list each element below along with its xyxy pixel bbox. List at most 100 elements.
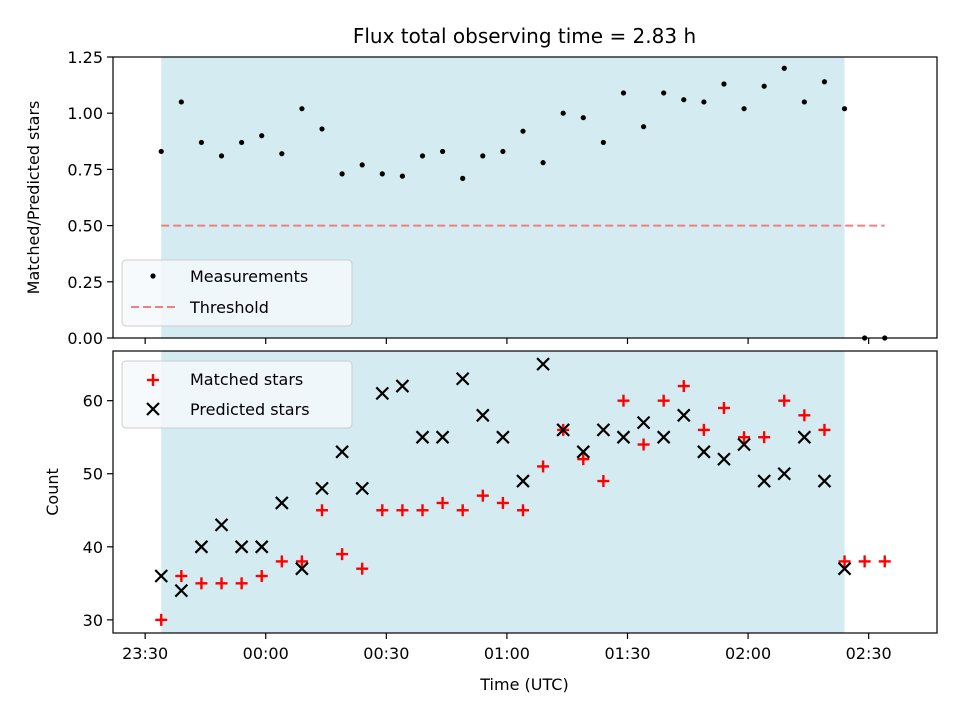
- predicted-star-point: [737, 437, 751, 452]
- predicted-star-point: [395, 379, 410, 393]
- x-tick-label: 01:00: [484, 644, 530, 663]
- predicted-star-point: [757, 474, 771, 488]
- measurement-point: [339, 171, 345, 177]
- legend-label-measurements: Measurements: [190, 267, 308, 286]
- predicted-star-point: [717, 452, 731, 466]
- measurement-point: [259, 133, 265, 139]
- predicted-star-point: [817, 474, 832, 488]
- predicted-star-point: [315, 481, 329, 496]
- matched-star-point: [476, 489, 489, 502]
- bottom-plot-frame: [112, 350, 938, 634]
- top-y-tick-label: 1.25: [67, 48, 103, 67]
- matched-star-point: [617, 394, 630, 407]
- legend-marker-measurements: [150, 273, 156, 279]
- measurement-point: [580, 115, 586, 121]
- predicted-star-point: [435, 430, 450, 444]
- measurement-point: [440, 148, 446, 155]
- legend-marker-predicted-stars: [146, 402, 160, 416]
- predicted-star-point: [676, 408, 691, 423]
- measurement-point: [500, 148, 506, 155]
- predicted-star-point: [154, 569, 169, 583]
- x-tick-label: 02:30: [846, 644, 892, 663]
- measurement-point: [158, 148, 164, 155]
- measurement-point: [520, 128, 526, 134]
- measurement-point: [480, 153, 486, 159]
- measurement-point: [620, 90, 627, 96]
- bottom-y-tick-label: 30: [83, 611, 103, 630]
- matched-star-point: [738, 431, 751, 444]
- top-y-tick-label: 0.25: [67, 273, 103, 292]
- predicted-star-point: [375, 386, 390, 401]
- matched-star-point: [597, 475, 610, 488]
- matched-star-point: [677, 380, 690, 393]
- predicted-star-point: [234, 540, 249, 554]
- matched-star-point: [878, 555, 891, 568]
- matched-star-point: [456, 504, 469, 517]
- predicted-star-point: [476, 408, 490, 423]
- measurement-point: [600, 139, 606, 146]
- matched-star-point: [336, 548, 349, 561]
- predicted-star-point: [295, 561, 309, 576]
- bottom-legend: Matched stars Predicted stars: [121, 360, 353, 429]
- matched-star-point: [416, 504, 429, 517]
- matched-star-point: [155, 613, 168, 626]
- predicted-star-point: [335, 445, 349, 459]
- matched-star-point: [637, 438, 650, 451]
- predicted-star-point: [174, 583, 189, 598]
- top-y-tick-label: 0.75: [67, 160, 103, 179]
- matched-star-point: [758, 431, 771, 444]
- measurement-point: [419, 153, 426, 159]
- measurement-point: [239, 139, 245, 146]
- x-tick-label: 23:30: [122, 644, 168, 663]
- predicted-star-point: [194, 540, 209, 554]
- measurement-point: [701, 99, 707, 105]
- matched-star-point: [798, 409, 811, 422]
- legend-label-threshold: Threshold: [189, 298, 269, 317]
- matched-star-point: [496, 496, 509, 509]
- predicted-star-point: [797, 430, 812, 444]
- measurement-point: [319, 126, 325, 132]
- top-y-tick-label: 1.00: [67, 104, 103, 123]
- matched-star-point: [858, 555, 871, 568]
- measurement-point: [560, 110, 566, 116]
- top-legend: Measurements Threshold: [121, 259, 353, 327]
- measurement-point: [640, 124, 647, 130]
- predicted-star-point: [697, 445, 711, 459]
- matched-star-point: [396, 504, 409, 517]
- measurement-point: [821, 79, 828, 85]
- matched-star-point: [316, 504, 329, 517]
- predicted-star-point: [415, 430, 430, 444]
- matched-star-point: [516, 504, 529, 517]
- predicted-star-point: [536, 357, 550, 371]
- predicted-star-point: [455, 371, 470, 386]
- top-chart-title: Flux total observing time = 2.83 h: [353, 24, 696, 48]
- matched-star-point: [697, 423, 710, 436]
- matched-star-point: [255, 570, 268, 583]
- measurement-point: [178, 99, 184, 105]
- measurement-point: [841, 106, 848, 112]
- measurement-point: [399, 173, 406, 179]
- measurement-point: [540, 160, 546, 166]
- matched-star-point: [235, 577, 248, 590]
- bottom-y-tick-label: 60: [83, 392, 103, 411]
- predicted-star-point: [556, 423, 570, 437]
- predicted-star-point: [355, 481, 369, 496]
- matched-star-point: [175, 570, 188, 583]
- measurement-point: [741, 106, 747, 112]
- legend-marker-matched-stars: [147, 374, 159, 386]
- predicted-star-point: [214, 518, 229, 532]
- matched-star-point: [537, 460, 550, 473]
- x-axis-label: Time (UTC): [479, 675, 568, 694]
- legend-label-predicted-stars: Predicted stars: [190, 400, 310, 419]
- measurement-point: [218, 153, 225, 159]
- predicted-star-point: [616, 430, 631, 444]
- predicted-star-point: [496, 430, 510, 444]
- top-legend-box: [121, 259, 353, 327]
- measurement-point: [198, 139, 205, 146]
- measurement-point: [661, 90, 667, 96]
- matched-star-point: [295, 555, 308, 568]
- measurement-point: [781, 65, 787, 71]
- predicted-star-point: [254, 540, 269, 554]
- measurement-point: [681, 97, 687, 103]
- measurement-point: [761, 83, 767, 89]
